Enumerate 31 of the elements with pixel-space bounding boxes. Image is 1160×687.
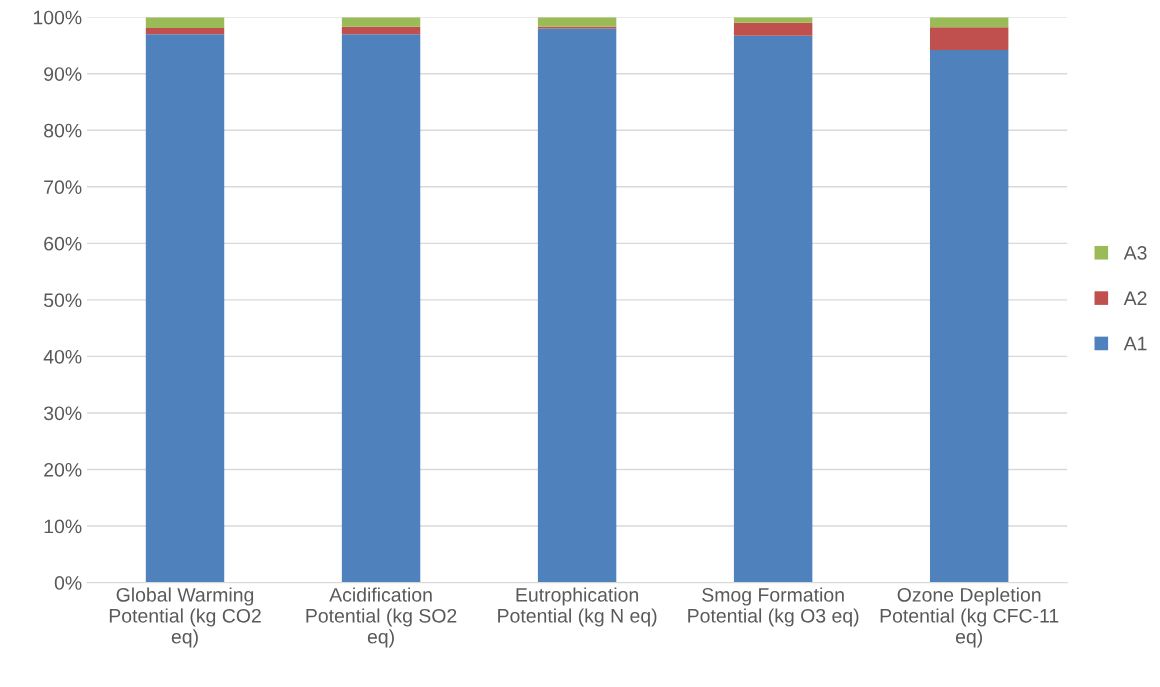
bar [145, 27, 225, 35]
bar [145, 17, 225, 28]
y-tick-label: 30% [43, 406, 82, 421]
y-tick-label: 20% [44, 462, 82, 477]
bar [341, 26, 421, 35]
y-tick-label: 90% [44, 67, 82, 81]
x-tick-label: Global Warming Potential (kg CO2 eq) [109, 587, 261, 648]
bar [929, 27, 1009, 50]
bar [145, 34, 225, 583]
x-tick-label: Eutrophication Potential (kg N eq) [498, 587, 657, 627]
bar [341, 17, 421, 27]
y-tick-label: 10% [44, 519, 82, 534]
x-tick-label: Ozone Depletion Potential (kg CFC-11 eq) [880, 587, 1059, 648]
y-tick-label: 70% [44, 180, 82, 195]
bar [929, 49, 1009, 583]
bar [733, 35, 813, 583]
y-tick-label: 80% [44, 123, 82, 138]
legend-label: A1 [1123, 336, 1147, 351]
legend-label: A2 [1123, 291, 1147, 305]
bar [733, 22, 813, 36]
bar [341, 34, 421, 583]
y-tick-label: 50% [44, 293, 82, 308]
bar [537, 28, 617, 583]
bar [537, 17, 617, 27]
x-tick-label: Smog Formation Potential (kg O3 eq) [688, 587, 859, 627]
legend-label: A3 [1123, 245, 1147, 260]
y-tick-label: 100% [33, 10, 82, 25]
y-tick-label: 40% [43, 349, 82, 364]
y-tick-label: 60% [44, 236, 82, 251]
x-tick-label: Acidification Potential (kg SO2 eq) [306, 587, 457, 648]
y-tick-label: 0% [54, 576, 82, 590]
